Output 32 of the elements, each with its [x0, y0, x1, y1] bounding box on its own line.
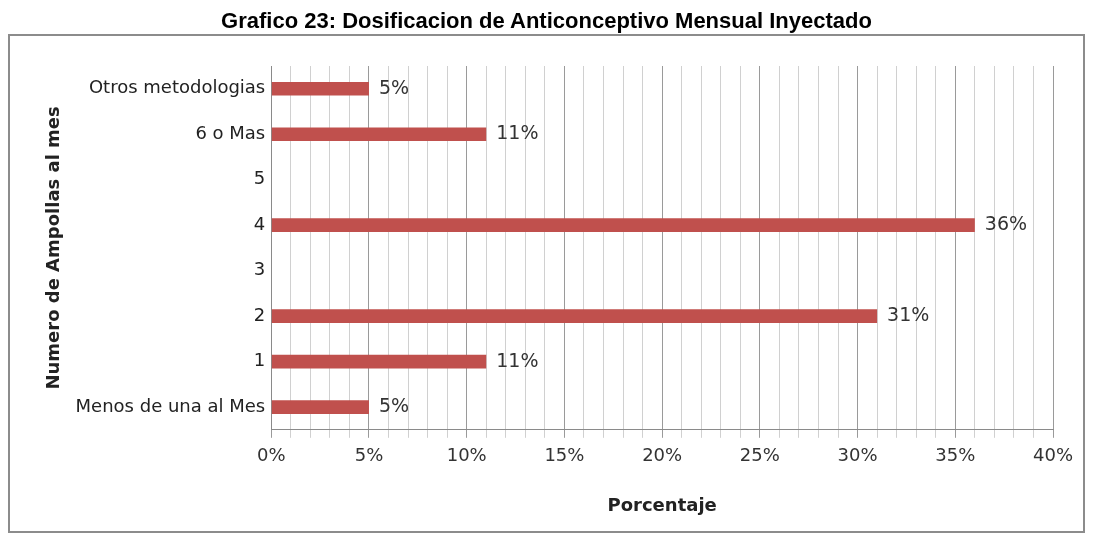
x-tick-label: 10%: [446, 444, 487, 466]
bar: [271, 81, 369, 96]
bar: [271, 127, 487, 142]
x-tick-label: 30%: [837, 444, 878, 466]
y-tick-label: Otros metodologias: [88, 76, 266, 98]
data-label: 11%: [496, 348, 539, 371]
x-tick-label: 35%: [935, 444, 976, 466]
x-axis-title: Porcentaje: [607, 493, 717, 515]
data-label: 5%: [378, 394, 410, 416]
data-label: 36%: [984, 212, 1028, 235]
y-tick-label: 4: [253, 212, 266, 234]
data-label: 11%: [496, 121, 539, 144]
y-tick-label: 3: [253, 258, 266, 280]
x-tick-label: 5%: [354, 444, 384, 466]
y-tick-label: 1: [253, 349, 266, 371]
bar: [271, 354, 487, 369]
data-label: 5%: [378, 75, 410, 98]
x-tick-label: 40%: [1032, 444, 1074, 466]
data-label: 31%: [887, 303, 930, 326]
y-tick-label: 6 o Mas: [195, 121, 266, 143]
chart-title: Grafico 23: Dosificacion de Anticonceptivo Mensual Inyectado: [220, 8, 873, 34]
x-tick-label: 25%: [739, 444, 780, 466]
x-tick-label: 15%: [544, 444, 585, 466]
x-tick-label: 0%: [256, 444, 286, 466]
y-tick-label: 5: [253, 167, 266, 189]
bar: [271, 309, 878, 323]
x-tick-label: 20%: [642, 444, 683, 466]
y-axis-title: Numero de Ampollas al mes: [42, 106, 64, 390]
bar: [271, 400, 369, 414]
bar: [271, 218, 975, 232]
y-tick-label: Menos de una al Mes: [75, 394, 266, 416]
y-tick-label: 2: [253, 303, 266, 325]
